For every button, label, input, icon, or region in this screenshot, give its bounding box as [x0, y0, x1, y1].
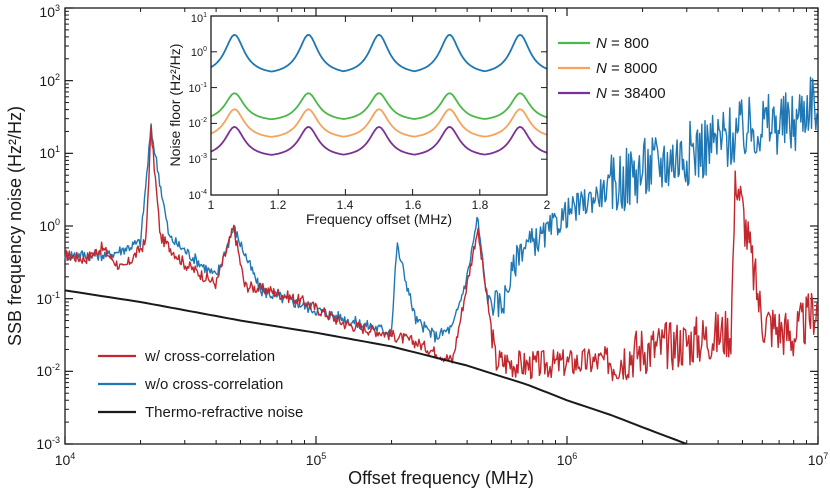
inset-y-tick-label-1e-4: 10-4	[189, 189, 208, 202]
inset-y-tick-label-1e-1: 10-1	[189, 82, 208, 95]
inset-n8000-line	[210, 108, 548, 138]
inset-legend-label-n8000: N = 8000	[596, 60, 657, 77]
inset-n800-line	[210, 92, 548, 121]
inset-n38400-line	[210, 126, 548, 156]
inset-without-cc-line	[210, 33, 548, 73]
inset-legend-label-n38400: N = 38400	[596, 85, 666, 102]
inset-y-tick-labels: 10-4 10-3 10-2 10-1 100 101	[189, 12, 208, 202]
y-tick-label-1e3: 103	[39, 3, 60, 20]
y-tick-label-1e-2: 10-2	[36, 362, 60, 379]
inset-series	[210, 33, 548, 156]
with-cc-line	[64, 125, 819, 382]
legend-label-with-cc: w/ cross-correlation	[144, 348, 275, 365]
inset-y-tick-label-1e-3: 10-3	[189, 153, 208, 166]
main-x-axis-label: Offset frequency (MHz)	[348, 468, 534, 488]
trn-line	[64, 289, 687, 445]
main-y-tick-labels: 10-3 10-2 10-1 100 101 102 103	[36, 3, 60, 452]
y-tick-label-1e2: 102	[39, 72, 60, 89]
x-tick-label-1e6: 106	[557, 451, 578, 468]
inset-y-axis-label: Noise floor (Hz²/Hz)	[167, 44, 183, 167]
legend-label-without-cc: w/o cross-correlation	[144, 376, 283, 393]
inset-frame	[210, 15, 548, 196]
main-x-tick-labels: 104 105 106 107	[55, 451, 829, 468]
inset-x-tick-label-1.6: 1.6	[405, 198, 422, 212]
without-cc-line	[64, 76, 819, 343]
x-tick-label-1e4: 104	[55, 451, 76, 468]
main-major-ticks	[64, 7, 819, 445]
main-series	[64, 76, 819, 445]
inset-x-tick-label-1.2: 1.2	[270, 198, 287, 212]
y-tick-label-1e-3: 10-3	[36, 435, 60, 452]
inset-legend-label-n800: N = 800	[596, 35, 649, 52]
inset-x-tick-labels: 1 1.2 1.4 1.6 1.8 2	[208, 198, 551, 212]
legend-label-trn: Thermo-refractive noise	[145, 404, 303, 421]
x-tick-label-1e7: 107	[808, 451, 829, 468]
main-y-axis-label: SSB frequency noise (Hz²/Hz)	[5, 106, 25, 346]
inset-y-tick-label-1e-2: 10-2	[189, 117, 208, 130]
y-tick-label-1e-1: 10-1	[36, 290, 60, 307]
inset-x-tick-label-1: 1	[208, 198, 215, 212]
inset-x-tick-label-1.8: 1.8	[472, 198, 489, 212]
inset-x-tick-label-2: 2	[544, 198, 551, 212]
inset-y-tick-label-1e0: 100	[191, 46, 207, 59]
y-tick-label-1e1: 101	[39, 144, 60, 161]
inset-background	[211, 16, 547, 195]
inset-x-axis-label: Frequency offset (MHz)	[306, 211, 452, 227]
main-legend: w/ cross-correlation w/o cross-correlati…	[98, 348, 303, 421]
inset-y-tick-label-1e1: 101	[191, 12, 207, 25]
y-tick-label-1e0: 100	[39, 217, 60, 234]
x-tick-label-1e5: 105	[306, 451, 327, 468]
inset-legend: N = 800 N = 8000 N = 38400	[558, 35, 666, 102]
inset-x-tick-label-1.4: 1.4	[337, 198, 354, 212]
